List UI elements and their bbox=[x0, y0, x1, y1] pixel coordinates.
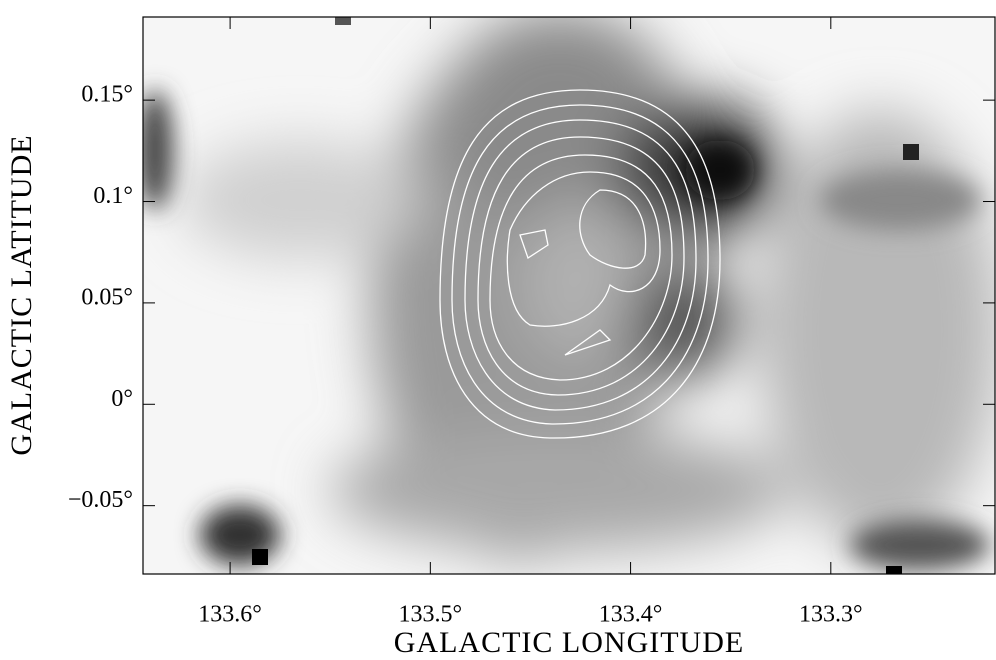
plot-frame bbox=[142, 16, 996, 575]
grayscale-image bbox=[143, 17, 995, 574]
x-tick-label: 133.6° bbox=[198, 602, 262, 628]
y-tick-label: 0° bbox=[111, 386, 133, 412]
contours bbox=[439, 89, 721, 439]
x-tick-label: 133.3° bbox=[799, 602, 863, 628]
y-tick-label: 0.05° bbox=[81, 284, 133, 310]
x-axis-title: GALACTIC LONGITUDE bbox=[394, 626, 744, 659]
y-tick-label: −0.05° bbox=[68, 487, 133, 513]
y-tick-label: 0.1° bbox=[93, 183, 133, 209]
y-tick-label: 0.15° bbox=[81, 82, 133, 108]
y-axis-title: GALACTIC LATITUDE bbox=[5, 134, 38, 455]
x-tick-label: 133.4° bbox=[599, 602, 663, 628]
x-tick-label: 133.5° bbox=[399, 602, 463, 628]
